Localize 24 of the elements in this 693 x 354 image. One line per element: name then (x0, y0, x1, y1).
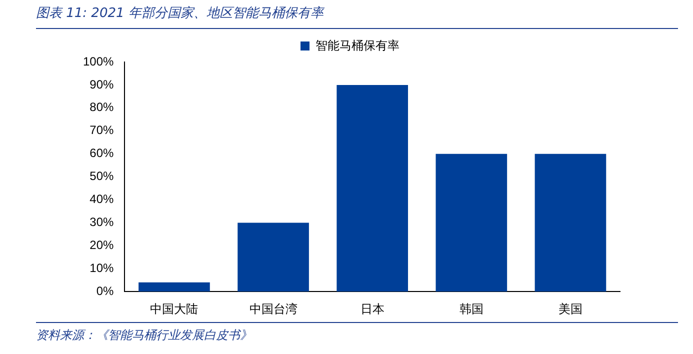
text: 资料来源：《智能马桶行业发展白皮书》 (36, 322, 678, 344)
y-tick-label: 50% (90, 169, 114, 184)
legend-label: 智能马桶保有率 (316, 38, 400, 52)
y-tick-label: 30% (90, 215, 114, 230)
bar (336, 84, 408, 292)
bar (238, 222, 309, 292)
y-tick-label: 60% (90, 146, 114, 160)
x-tick-label: 美国 (558, 302, 582, 316)
x-tick-label: 韩国 (459, 302, 484, 316)
bar (436, 154, 508, 292)
y-tick-label: 0% (96, 284, 114, 298)
y-tick-label: 40% (90, 192, 114, 206)
bar (138, 282, 210, 292)
y-tick-label: 70% (90, 123, 114, 138)
x-tick-label: 中国台湾 (249, 302, 298, 316)
bar (534, 154, 606, 292)
y-tick-label: 80% (90, 100, 114, 114)
chart-title: 图表 11: 2021 年部分国家、地区智能马桶保有率 (36, 4, 678, 29)
y-tick-label: 20% (90, 238, 114, 252)
x-tick-label: 日本 (360, 302, 384, 316)
y-tick-label: 90% (90, 77, 114, 92)
x-tick-label: 中国大陆 (150, 302, 198, 316)
y-tick-label: 10% (90, 260, 114, 275)
y-tick-label: 100% (82, 54, 114, 68)
